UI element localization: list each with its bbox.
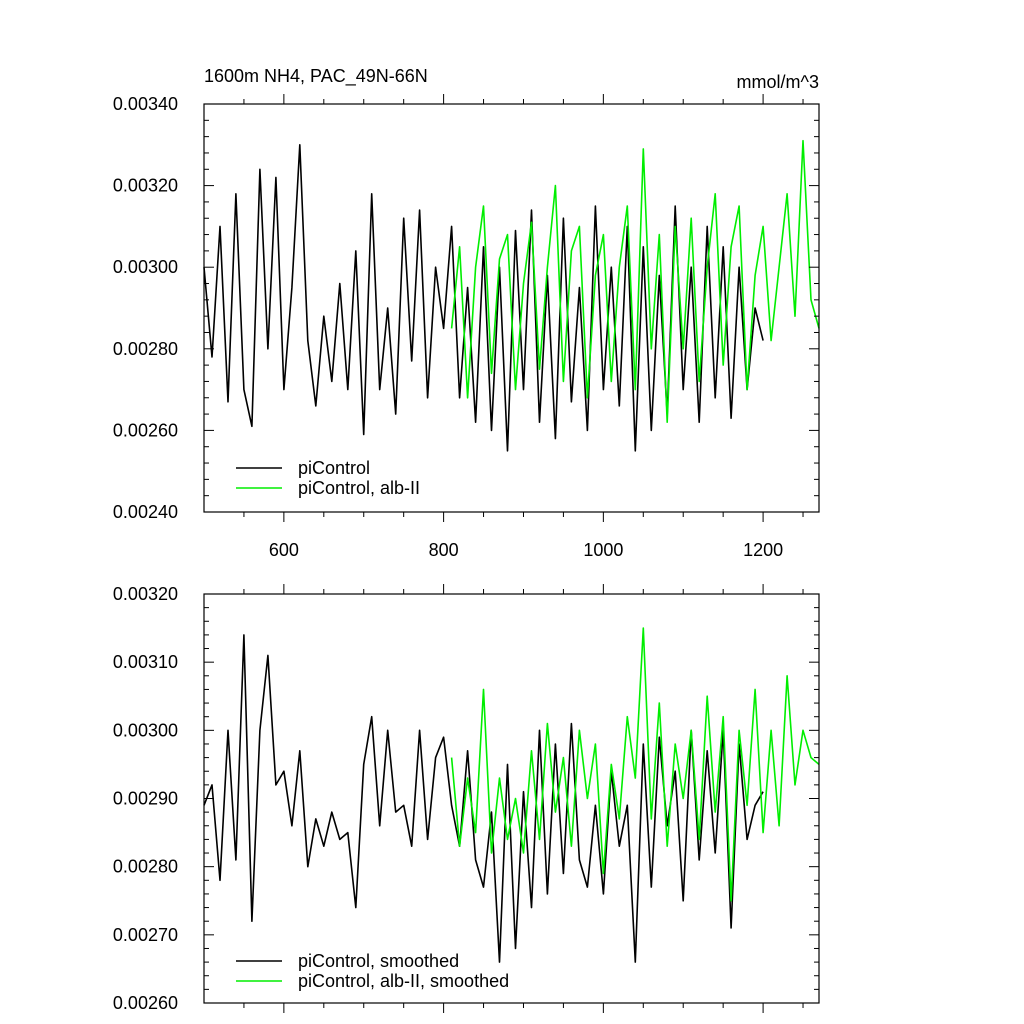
y-tick-label: 0.00310 — [113, 652, 178, 672]
units-label: mmol/m^3 — [737, 72, 819, 92]
y-tick-label: 0.00280 — [113, 339, 178, 359]
y-tick-label: 0.00240 — [113, 502, 178, 522]
y-tick-label: 0.00320 — [113, 176, 178, 196]
y-tick-label: 0.00280 — [113, 857, 178, 877]
series-line-2 — [450, 627, 820, 902]
y-tick-label: 0.00260 — [113, 993, 178, 1013]
chart-panel-2: 0.00260 0.00270 0.00280 0.00290 0.00300 0.003… — [113, 584, 820, 1013]
x-tick-label: 1000 — [583, 540, 623, 560]
legend-label: piControl, alb-II, smoothed — [298, 971, 509, 991]
y-tick-label: 0.00340 — [113, 94, 178, 114]
chart-title: 1600m NH4, PAC_49N-66N — [204, 66, 428, 87]
y-tick-label: 0.00320 — [113, 584, 178, 604]
y-tick-label: 0.00270 — [113, 925, 178, 945]
y-tick-label: 0.00260 — [113, 420, 178, 440]
series-line-2 — [450, 139, 820, 424]
x-tick-label: 600 — [269, 540, 299, 560]
plot-frame — [203, 103, 820, 513]
series-line-1 — [203, 634, 764, 963]
chart-panel-1: 0.00240 0.00260 0.00280 0.00300 0.00320 0.003… — [113, 66, 820, 560]
y-tick-label: 0.00290 — [113, 789, 178, 809]
x-tick-label: 1200 — [743, 540, 783, 560]
legend-label: piControl — [298, 458, 370, 478]
x-tick-label: 800 — [429, 540, 459, 560]
y-tick-label: 0.00300 — [113, 257, 178, 277]
y-tick-label: 0.00300 — [113, 720, 178, 740]
legend-label: piControl, smoothed — [298, 951, 459, 971]
legend-label: piControl, alb-II — [298, 478, 420, 498]
